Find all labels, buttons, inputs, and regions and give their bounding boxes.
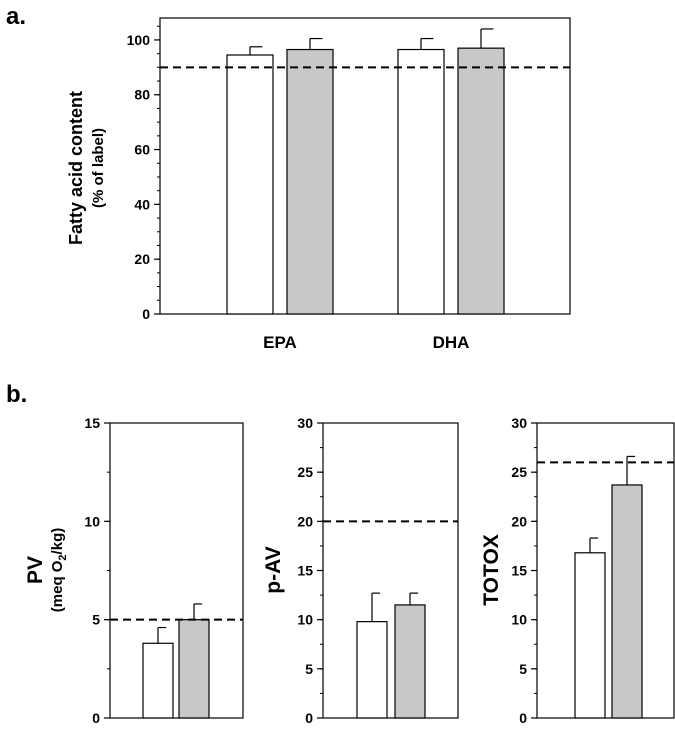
y-axis-label: Fatty acid content — [66, 91, 86, 245]
y-tick-label: 20 — [297, 513, 313, 529]
y-tick-label: 0 — [142, 306, 150, 322]
chart-p-av: p-AV 0 5 10 15 20 25 30 — [262, 415, 459, 726]
chart-pv: PV (meq O2/kg) 0 5 10 15 — [24, 415, 244, 726]
y-tick-label: 20 — [134, 251, 150, 267]
y-tick-label: 5 — [519, 661, 527, 677]
y-tick-label: 30 — [511, 415, 527, 431]
y-tick-label: 30 — [297, 415, 313, 431]
plot-frame — [109, 422, 244, 719]
panel-label-b: b. — [6, 381, 27, 408]
bar — [178, 619, 210, 719]
bar — [226, 54, 274, 315]
y-tick-label: 15 — [511, 563, 527, 579]
plot-area: 0 5 10 15 20 25 30 — [511, 415, 675, 726]
y-tick-label: 15 — [297, 563, 313, 579]
chart-totox: TOTOX 0 5 10 15 20 25 30 — [480, 415, 675, 726]
category-label: DHA — [433, 333, 470, 352]
plot-frame — [159, 17, 571, 315]
panel-label-a: a. — [6, 3, 26, 30]
y-tick-label: 100 — [127, 32, 151, 48]
y-tick-label: 25 — [297, 464, 313, 480]
y-tick-label: 5 — [305, 661, 313, 677]
bar — [356, 621, 388, 719]
chart-fatty-acid: Fatty acid content (% of label) 0 20 40 60 8… — [66, 17, 571, 352]
y-tick-label: 20 — [511, 513, 527, 529]
y-tick-label: 80 — [134, 87, 150, 103]
plot-area: 0 5 10 15 20 25 30 — [297, 415, 459, 726]
y-axis-title: PV (meq O2/kg) — [24, 528, 69, 612]
y-tick-label: 10 — [511, 612, 527, 628]
y-axis-title: Fatty acid content (% of label) — [66, 91, 107, 245]
plot-area: 0 5 10 15 — [84, 415, 244, 726]
y-axis-label: PV — [24, 556, 47, 584]
category-label: EPA — [263, 333, 297, 352]
y-tick-label: 15 — [84, 415, 100, 431]
y-tick-label: 0 — [519, 710, 527, 726]
y-tick-label: 60 — [134, 142, 150, 158]
y-tick-label: 40 — [134, 196, 150, 212]
y-tick-label: 0 — [92, 710, 100, 726]
y-axis-label: TOTOX — [480, 534, 503, 606]
bar — [457, 47, 505, 315]
bar — [286, 48, 334, 315]
y-axis-title: p-AV — [262, 546, 285, 593]
y-tick-label: 10 — [84, 513, 100, 529]
plot-area: 0 20 40 60 80 100 EPA DHA — [127, 17, 571, 352]
bar — [397, 48, 445, 315]
y-axis-label-units: (meq O2/kg) — [49, 528, 69, 612]
y-tick-label: 5 — [92, 612, 100, 628]
y-axis-label-units: (% of label) — [90, 128, 107, 208]
plot-frame — [322, 422, 459, 719]
bar — [394, 604, 426, 719]
bar — [574, 552, 606, 719]
y-axis-label: p-AV — [262, 546, 285, 593]
y-tick-label: 0 — [305, 710, 313, 726]
y-tick-label: 10 — [297, 612, 313, 628]
bar — [611, 484, 643, 719]
bar — [142, 642, 174, 719]
y-axis-title: TOTOX — [480, 534, 503, 606]
y-tick-label: 25 — [511, 464, 527, 480]
